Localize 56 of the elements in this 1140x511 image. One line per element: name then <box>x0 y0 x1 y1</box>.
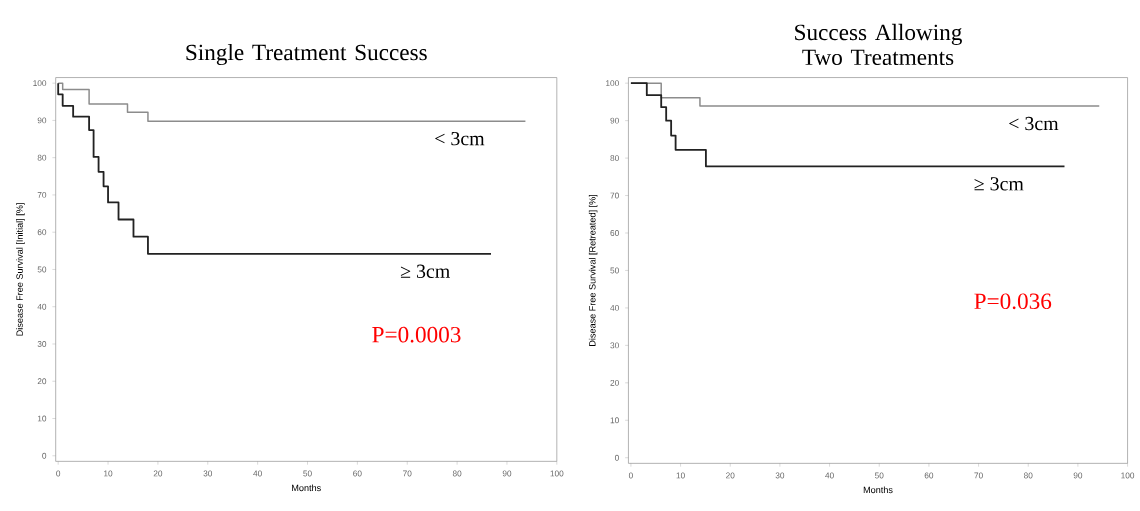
x-tick-label: 20 <box>153 470 163 477</box>
y-tick-label: 100 <box>606 80 619 87</box>
x-tick-label: 30 <box>203 470 213 477</box>
y-tick-label: 90 <box>37 117 47 124</box>
y-tick-label: 60 <box>610 230 619 236</box>
x-tick-label: 100 <box>1121 472 1135 479</box>
x-tick-label: 80 <box>1023 472 1033 479</box>
y-tick-label: 10 <box>610 417 619 424</box>
x-axis-title: Months <box>292 484 321 492</box>
annotation: P=0.036 <box>974 293 1052 310</box>
x-tick-label: 90 <box>1073 472 1083 479</box>
annotation: P=0.0003 <box>372 326 461 343</box>
y-tick-label: 60 <box>37 229 47 236</box>
x-tick-label: 50 <box>874 472 884 479</box>
y-tick-label: 80 <box>610 155 619 161</box>
y-tick-label: 70 <box>37 191 47 198</box>
x-tick-label: 0 <box>628 472 633 479</box>
y-tick-label: 30 <box>610 342 619 349</box>
x-tick-label: 10 <box>676 472 685 479</box>
y-tick-label: 10 <box>37 415 47 422</box>
y-axis-title: Disease Free Survival [Initial] [%] <box>16 203 25 336</box>
y-tick-label: 30 <box>37 341 47 347</box>
series-label: < 3cm <box>435 131 485 146</box>
x-tick-label: 30 <box>775 472 785 479</box>
x-tick-label: 80 <box>452 470 462 477</box>
x-tick-label: 70 <box>974 472 983 479</box>
chart-title: Success Allowing Two Treatments <box>795 23 962 66</box>
y-tick-label: 20 <box>610 379 619 386</box>
y-tick-label: 100 <box>33 80 47 87</box>
x-axis-title: Months <box>863 486 893 494</box>
series-label: < 3cm <box>1009 116 1059 131</box>
x-tick-label: 70 <box>403 470 412 477</box>
y-tick-label: 50 <box>610 267 619 274</box>
y-tick-label: 20 <box>37 378 47 385</box>
x-tick-label: 40 <box>253 470 262 477</box>
series-label: ≥ 3cm <box>974 177 1024 191</box>
y-tick-label: 70 <box>610 192 619 199</box>
x-tick-label: 60 <box>924 472 934 479</box>
y-tick-label: 80 <box>37 154 47 161</box>
y-axis-title: Disease Free Survival [Retreated] [%] <box>588 194 598 346</box>
x-tick-label: 90 <box>502 470 512 477</box>
series-label: ≥ 3cm <box>400 264 450 278</box>
x-tick-label: 40 <box>825 472 834 479</box>
y-tick-label: 0 <box>614 454 619 461</box>
x-tick-label: 100 <box>550 470 564 477</box>
y-tick-label: 40 <box>37 303 47 310</box>
x-tick-label: 60 <box>353 470 362 477</box>
x-tick-label: 10 <box>104 470 113 477</box>
x-tick-label: 50 <box>303 470 312 477</box>
y-tick-label: 0 <box>42 452 47 459</box>
y-tick-label: 90 <box>610 117 619 124</box>
x-tick-label: 0 <box>56 470 61 477</box>
x-tick-label: 20 <box>726 472 735 479</box>
chart-title: Single Treatment Success <box>186 43 427 66</box>
y-tick-label: 40 <box>610 304 619 311</box>
y-tick-label: 50 <box>37 266 47 273</box>
